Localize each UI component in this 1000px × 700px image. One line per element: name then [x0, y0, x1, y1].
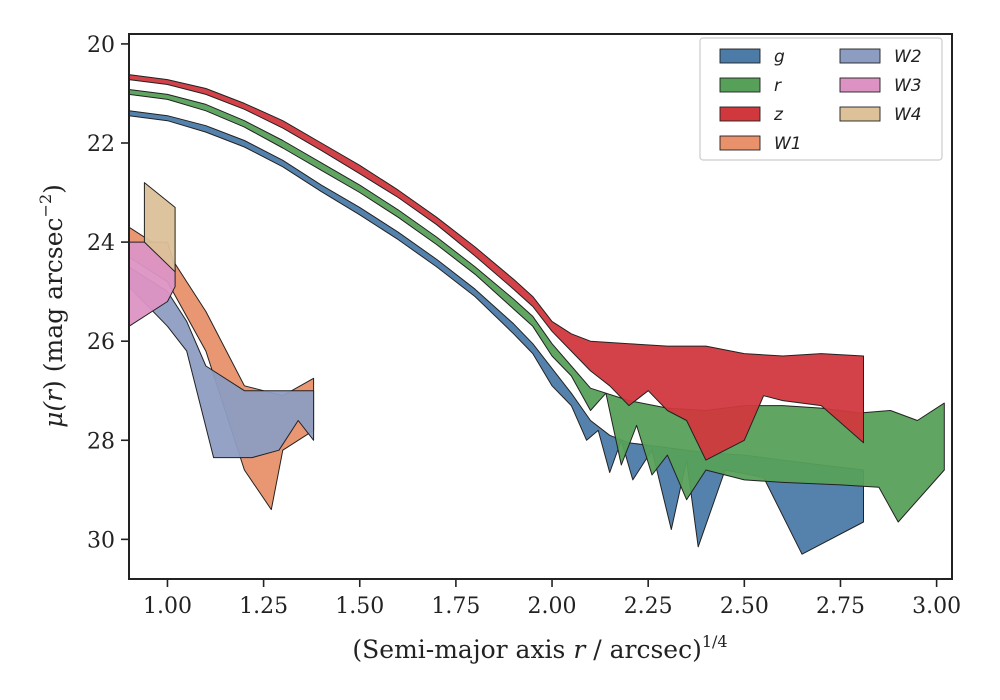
- y-tick-label: 24: [87, 231, 115, 256]
- x-tick-label: 3.00: [912, 594, 961, 619]
- y-axis-label: μ(r) (mag arcsec−2): [36, 184, 68, 428]
- y-tick-label: 20: [87, 33, 115, 58]
- legend-label: W3: [894, 76, 922, 96]
- legend-label: W4: [894, 105, 922, 125]
- legend-item-w3: W3: [839, 76, 922, 96]
- legend-item-w2: W2: [839, 47, 922, 67]
- x-tick-label: 2.50: [720, 594, 769, 619]
- legend-item-z: z: [719, 105, 784, 125]
- legend-label: g: [774, 47, 785, 67]
- series-band-z: [128, 74, 864, 461]
- y-tick-label: 26: [87, 330, 115, 355]
- series-band-w4: [143, 182, 176, 273]
- x-tick-label: 1.25: [239, 594, 288, 619]
- legend-label: r: [774, 76, 782, 96]
- x-axis: 1.00 1.25 1.50 1.75 2.00 2.25 2.50 2.75 3.00: [143, 579, 961, 619]
- x-tick-label: 1.50: [335, 594, 384, 619]
- y-tick-label: 22: [87, 132, 115, 157]
- plot-frame: [128, 33, 953, 580]
- legend-label: W2: [894, 47, 922, 67]
- legend-swatch: [719, 77, 761, 93]
- legend-swatch: [719, 106, 761, 122]
- legend-swatch: [839, 48, 881, 64]
- legend-swatch: [839, 77, 881, 93]
- y-tick-label: 30: [87, 528, 115, 553]
- legend-swatch: [719, 48, 761, 64]
- legend-swatch: [719, 135, 761, 151]
- legend-item-w1: W1: [719, 134, 802, 154]
- legend-box: [699, 37, 943, 161]
- x-tick-label: 2.25: [624, 594, 673, 619]
- x-axis-label: (Semi-major axis r / arcsec)1/4: [352, 632, 727, 664]
- x-tick-label: 2.75: [816, 594, 865, 619]
- legend-item-r: r: [719, 76, 782, 96]
- legend-label: z: [773, 105, 784, 125]
- series-layer: [128, 74, 945, 555]
- legend-label: W1: [774, 134, 802, 154]
- legend-swatch: [839, 106, 881, 122]
- y-axis: 20 22 24 26 28 30: [87, 33, 129, 553]
- x-tick-label: 1.75: [431, 594, 480, 619]
- legend: grz W1 W2 W3 W4: [699, 37, 943, 161]
- y-tick-label: 28: [87, 429, 115, 454]
- legend-item-g: g: [719, 47, 785, 67]
- x-tick-label: 2.00: [528, 594, 577, 619]
- legend-item-w4: W4: [839, 105, 922, 125]
- series-band-w2: [128, 266, 315, 459]
- x-tick-label: 1.00: [143, 594, 192, 619]
